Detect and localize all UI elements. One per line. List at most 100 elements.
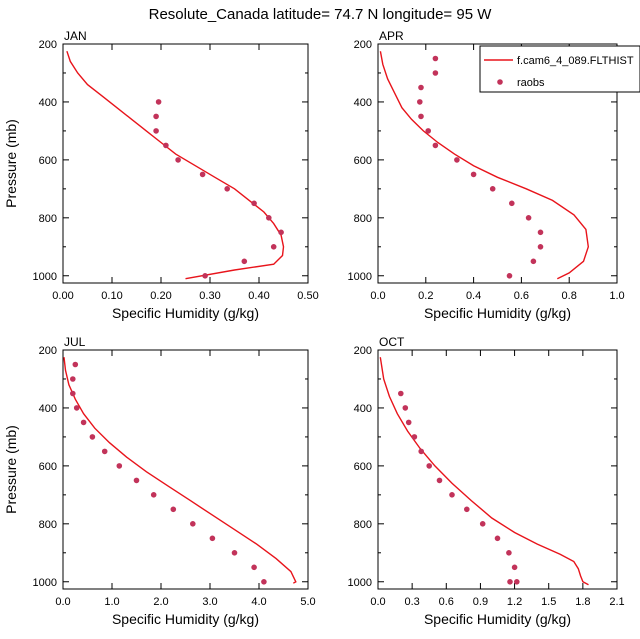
y-tick-label: 600 <box>39 155 57 167</box>
raobs-point <box>449 492 455 498</box>
y-tick-label: 600 <box>354 461 372 473</box>
x-tick-label: 2.1 <box>609 596 624 608</box>
x-tick-label: 0.6 <box>439 596 454 608</box>
y-tick-label: 200 <box>354 345 372 357</box>
model-profile-line <box>379 357 589 586</box>
x-tick-label: 5.0 <box>300 596 315 608</box>
x-tick-label: 0.50 <box>297 290 318 302</box>
y-tick-label: 1000 <box>33 577 57 589</box>
model-profile-line <box>63 357 297 584</box>
x-tick-label: 3.0 <box>202 596 217 608</box>
raobs-point <box>73 405 80 411</box>
raobs-point <box>418 448 425 455</box>
y-tick-label: 1000 <box>33 271 57 283</box>
raobs-point <box>89 434 96 440</box>
y-tick-label: 800 <box>354 519 372 531</box>
x-tick-label: 0.0 <box>55 596 70 608</box>
y-tick-label: 800 <box>354 213 372 225</box>
x-tick-label: 0.8 <box>562 290 577 302</box>
raobs-point <box>101 448 108 455</box>
raobs-point <box>418 113 424 120</box>
raobs-point <box>251 564 257 571</box>
raobs-point <box>150 492 157 498</box>
x-axis-label: Specific Humidity (g/kg) <box>112 305 259 321</box>
x-tick-label: 0.20 <box>150 290 171 302</box>
x-tick-label: 0.00 <box>52 290 73 302</box>
panel-title: OCT <box>379 335 405 349</box>
raobs-point <box>231 550 238 556</box>
panel-apr: APR 200 400 600 800 1000 0.0 0.2 0.4 0.6 0.8 1.0 Spe… <box>348 29 625 321</box>
raobs-point <box>537 244 544 250</box>
x-tick-label: 0.3 <box>404 596 419 608</box>
y-tick-label: 200 <box>354 39 372 51</box>
x-tick-label: 0.30 <box>199 290 220 302</box>
raobs-point <box>479 521 486 527</box>
raobs-point <box>509 200 515 207</box>
raobs-point <box>511 564 518 571</box>
y-tick-label: 200 <box>39 39 57 51</box>
x-tick-label: 0.4 <box>466 290 481 302</box>
plot-frame <box>377 43 618 284</box>
panel-jul: JUL 200 400 600 800 1000 0.0 1.0 2.0 3.0 4.0 5.0 Spe… <box>3 335 316 627</box>
y-tick-label: 1000 <box>348 271 372 283</box>
y-tick-label: 400 <box>354 97 372 109</box>
raobs-point <box>494 535 501 542</box>
raobs-point <box>432 142 439 149</box>
y-tick-label: 400 <box>354 403 372 415</box>
raobs-point <box>163 142 169 149</box>
x-tick-label: 1.5 <box>541 596 556 608</box>
legend-obs-label: raobs <box>517 77 545 89</box>
raobs-point <box>506 273 513 279</box>
raobs-point <box>507 579 513 585</box>
x-tick-label: 0.9 <box>473 596 488 608</box>
raobs-point <box>261 579 267 585</box>
y-tick-label: 1000 <box>348 577 372 589</box>
model-profile-line <box>66 50 285 280</box>
x-tick-label: 0.40 <box>248 290 269 302</box>
y-tick-label: 600 <box>39 461 57 473</box>
raobs-point <box>436 477 443 484</box>
raobs-point <box>417 99 423 105</box>
y-axis-label: Pressure (mb) <box>3 425 19 514</box>
raobs-point <box>402 405 409 411</box>
raobs-point <box>432 55 439 62</box>
raobs-point <box>266 215 272 221</box>
raobs-point <box>506 550 512 556</box>
y-tick-label: 600 <box>354 155 372 167</box>
panel-jan: JAN 200 400 600 800 1000 0.00 0.10 0.20 0.30 0.40 0… <box>3 29 319 321</box>
x-tick-label: 0.10 <box>101 290 122 302</box>
raobs-point <box>170 506 177 513</box>
raobs-point <box>224 186 230 192</box>
raobs-point <box>454 157 460 163</box>
raobs-point <box>199 171 206 178</box>
x-tick-label: 0.2 <box>418 290 433 302</box>
raobs-point <box>241 258 248 265</box>
raobs-point <box>270 244 277 250</box>
figure-title: Resolute_Canada latitude= 74.7 N longitu… <box>149 6 493 23</box>
panels: JAN 200 400 600 800 1000 0.00 0.10 0.20 0.30 0.40 0… <box>3 29 640 627</box>
x-tick-label: 0.0 <box>370 596 385 608</box>
raobs-point <box>398 390 404 397</box>
raobs-point <box>525 215 532 221</box>
raobs-point <box>202 273 208 279</box>
raobs-point <box>530 258 537 265</box>
raobs-point <box>70 376 76 382</box>
panel-title: APR <box>379 29 404 43</box>
legend-obs-swatch <box>497 79 503 85</box>
model-profile-line <box>379 51 590 280</box>
raobs-point <box>70 390 76 397</box>
x-tick-label: 1.2 <box>507 596 522 608</box>
raobs-point <box>537 229 544 236</box>
x-tick-label: 0.0 <box>370 290 385 302</box>
x-axis-label: Specific Humidity (g/kg) <box>424 305 571 321</box>
raobs-point <box>418 84 424 91</box>
y-tick-label: 400 <box>39 403 57 415</box>
panel-oct: OCT 200 400 600 800 1000 0.0 0.3 0.6 0.9 1.2 1.5 1.8… <box>348 335 625 627</box>
plot-frame <box>62 43 309 284</box>
raobs-point <box>470 171 477 178</box>
raobs-point <box>489 186 496 192</box>
x-tick-label: 0.6 <box>514 290 529 302</box>
panel-title: JUL <box>64 335 86 349</box>
